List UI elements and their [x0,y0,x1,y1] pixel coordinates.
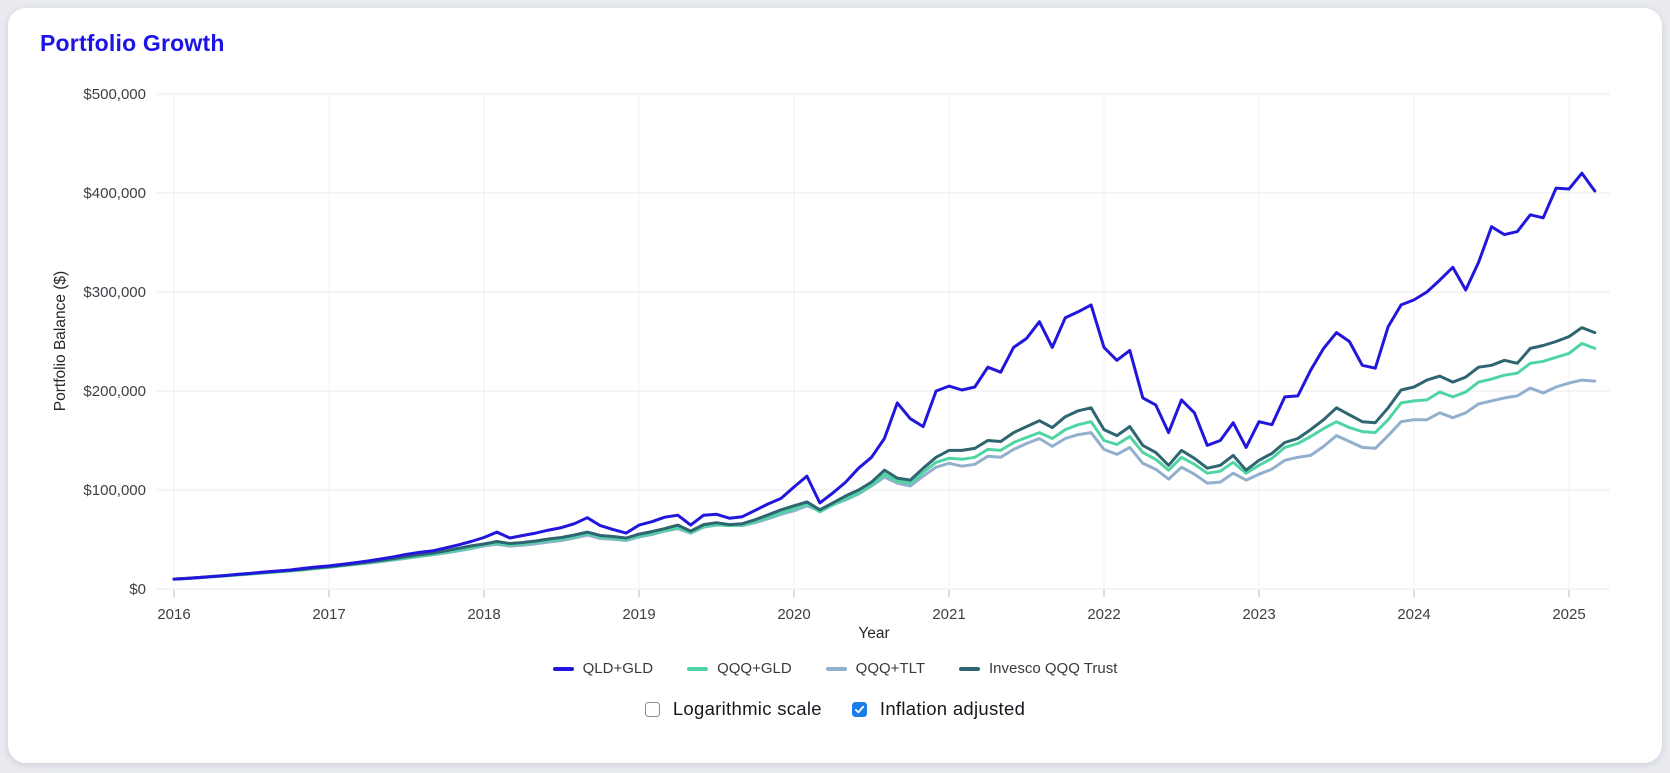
y-tick-label: $0 [129,581,146,598]
inflation-adjusted-label: Inflation adjusted [879,698,1026,719]
series-line-QQQ+GLD[interactable] [172,342,1597,581]
x-tick-label: 2023 [1242,606,1275,623]
x-tick-label: 2018 [467,606,500,623]
series-line-QLD+GLD[interactable] [172,171,1597,581]
chart-controls: Logarithmic scale Inflation adjusted [8,698,1662,720]
legend-label: Invesco QQQ Trust [989,660,1118,677]
series-line-Invesco QQQ Trust[interactable] [172,326,1597,581]
check-icon [854,705,864,713]
gridlines [157,93,1610,590]
y-tick-label: $100,000 [83,482,146,499]
x-tick-label: 2016 [157,606,190,623]
legend-item-QQQ+GLD[interactable]: QQQ+GLD [687,660,792,677]
y-tick-label: $300,000 [83,284,146,301]
logarithmic-scale-label: Logarithmic scale [672,698,822,719]
x-tick-label: 2019 [622,606,655,623]
y-tick-label: $500,000 [83,86,146,103]
logarithmic-scale-checkbox-box[interactable] [644,701,660,717]
y-tick-label: $200,000 [83,383,146,400]
x-tick-label: 2025 [1552,606,1585,623]
legend-label: QLD+GLD [582,660,654,677]
legend-swatch-icon [552,666,574,671]
legend-swatch-icon [687,666,709,671]
x-tick-label: 2017 [312,606,345,623]
chart-legend: QLD+GLD QQQ+GLD QQQ+TLT Invesco QQQ Trust [8,660,1662,677]
page-title: Portfolio Growth [40,30,225,56]
axis-ticks: 2016 2017 2018 2019 2020 2021 2022 2023 2024 2025… [83,86,1585,623]
inflation-adjusted-checkbox-box[interactable] [851,701,867,717]
legend-swatch-icon [825,666,847,671]
series-line-QQQ+TLT[interactable] [172,378,1597,581]
x-tick-label: 2024 [1397,606,1430,623]
portfolio-growth-card: Portfolio Growth 2016 2017 2018 2019 2020 202… [8,8,1662,763]
inflation-adjusted-checkbox[interactable]: Inflation adjusted [851,698,1026,720]
x-axis-title: Year [858,625,889,642]
legend-item-Invesco QQQ Trust[interactable]: Invesco QQQ Trust [959,660,1117,677]
x-tick-label: 2022 [1087,606,1120,623]
portfolio-chart: 2016 2017 2018 2019 2020 2021 2022 2023 2024 2025… [52,86,1610,642]
x-tick-label: 2021 [932,606,965,623]
legend-label: QQQ+GLD [717,660,792,677]
y-axis-title: Portfolio Balance ($) [52,271,69,411]
y-tick-label: $400,000 [83,185,146,202]
legend-swatch-icon [959,666,980,671]
series-lines [172,171,1597,581]
x-tick-label: 2020 [777,606,810,623]
logarithmic-scale-checkbox[interactable]: Logarithmic scale [644,698,822,720]
legend-item-QQQ+TLT[interactable]: QQQ+TLT [825,660,925,677]
legend-label: QQQ+TLT [855,660,925,677]
legend-item-QLD+GLD[interactable]: QLD+GLD [552,660,654,677]
